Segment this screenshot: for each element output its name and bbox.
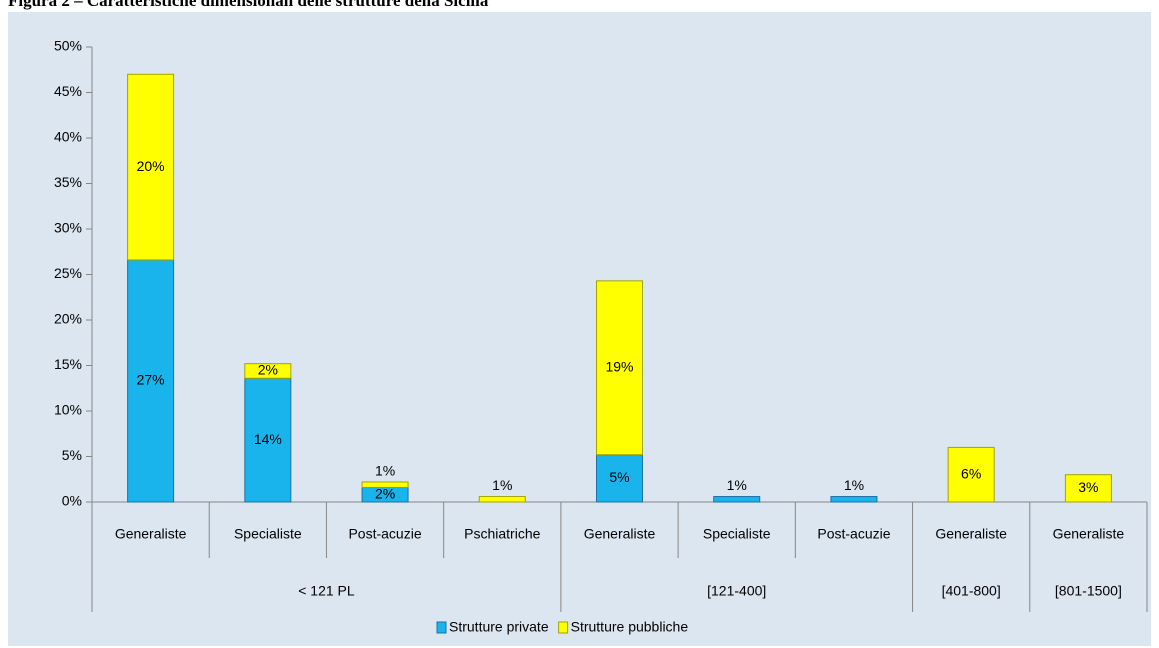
x-tick-label: Generaliste xyxy=(935,526,1007,542)
bar-segment xyxy=(127,73,175,261)
y-tick-label: 15% xyxy=(54,356,82,372)
y-tick-label: 25% xyxy=(54,265,82,281)
x-tick-label: Post-acuzie xyxy=(817,526,890,542)
data-label: 14% xyxy=(254,431,282,447)
y-tick-label: 0% xyxy=(62,493,82,509)
bar-segment xyxy=(713,496,761,503)
group-label: < 121 PL xyxy=(298,583,355,599)
data-label: 1% xyxy=(727,477,747,493)
bar-segment xyxy=(361,481,409,488)
data-label: 1% xyxy=(844,477,864,493)
chart-title: Figura 2 – Caratteristiche dimensionali … xyxy=(8,0,489,10)
legend-label: Strutture pubbliche xyxy=(571,619,689,635)
data-label: 2% xyxy=(375,485,395,501)
data-label: 2% xyxy=(258,362,278,378)
x-tick-label: Generaliste xyxy=(115,526,187,542)
x-tick-label: Specialiste xyxy=(703,526,771,542)
data-label: 3% xyxy=(1078,479,1098,495)
bar-segment xyxy=(478,496,526,503)
x-tick-label: Post-acuzie xyxy=(348,526,421,542)
bar-segment xyxy=(596,280,643,456)
y-tick-label: 20% xyxy=(54,311,82,327)
legend-swatch xyxy=(436,621,447,634)
y-tick-label: 40% xyxy=(54,129,82,145)
bar-segment xyxy=(127,259,175,503)
data-label: 27% xyxy=(137,372,165,388)
y-tick-label: 10% xyxy=(54,402,82,418)
bar-segment xyxy=(596,454,643,503)
data-label: 1% xyxy=(375,463,395,479)
group-label: [801-1500] xyxy=(1055,583,1122,599)
data-label: 6% xyxy=(961,465,981,481)
x-tick-label: Specialiste xyxy=(234,526,302,542)
data-label: 1% xyxy=(492,477,512,493)
y-tick-label: 30% xyxy=(54,220,82,236)
legend-label: Strutture private xyxy=(449,619,549,635)
x-tick-label: Generaliste xyxy=(584,526,656,542)
x-tick-label: Pschiatriche xyxy=(464,526,540,542)
group-label: [121-400] xyxy=(707,583,766,599)
data-label: 5% xyxy=(609,469,629,485)
x-tick-label: Generaliste xyxy=(1053,526,1125,542)
bar-segment xyxy=(830,496,878,503)
bar-segment xyxy=(947,446,995,503)
group-label: [401-800] xyxy=(942,583,1001,599)
y-tick-label: 35% xyxy=(54,174,82,190)
data-label: 20% xyxy=(137,158,165,174)
y-tick-label: 50% xyxy=(54,38,82,54)
legend-swatch xyxy=(558,621,569,634)
data-label: 19% xyxy=(605,358,633,374)
bar-segment xyxy=(1064,474,1112,503)
y-tick-label: 5% xyxy=(62,447,82,463)
plot-background xyxy=(8,12,1151,646)
y-tick-label: 45% xyxy=(54,83,82,99)
bar-segment xyxy=(244,377,292,503)
bar-segment xyxy=(244,363,292,379)
